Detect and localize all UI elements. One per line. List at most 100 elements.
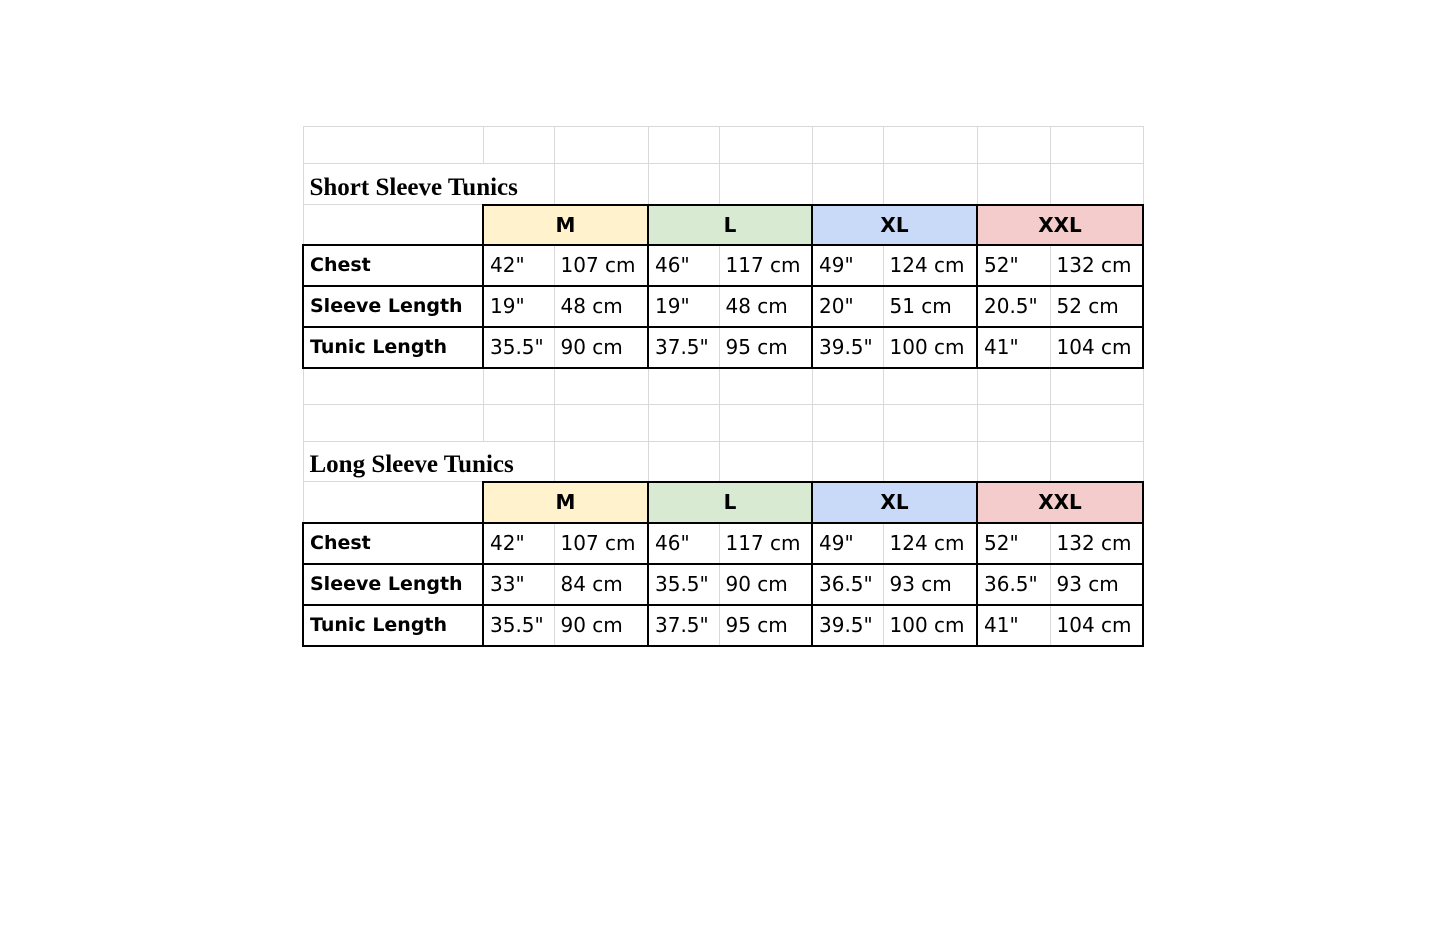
inch-value-cell[interactable]: 41" — [976, 325, 1051, 369]
empty-cell[interactable] — [882, 367, 978, 405]
cm-value-cell[interactable]: 93 cm — [1049, 562, 1144, 606]
empty-cell[interactable] — [811, 367, 884, 405]
inch-value-cell[interactable]: 37.5" — [647, 325, 720, 369]
inch-value-cell[interactable]: 19" — [647, 284, 720, 328]
cm-value-cell[interactable]: 48 cm — [553, 284, 649, 328]
empty-cell[interactable] — [647, 441, 720, 482]
empty-cell[interactable] — [302, 404, 484, 442]
inch-value-cell[interactable]: 37.5" — [647, 603, 720, 647]
cm-value-cell[interactable]: 117 cm — [718, 521, 813, 565]
inch-value-cell[interactable]: 35.5" — [482, 603, 555, 647]
empty-cell[interactable] — [718, 441, 813, 482]
size-header-xl[interactable]: XL — [811, 480, 978, 524]
cm-value-cell[interactable]: 90 cm — [553, 325, 649, 369]
empty-cell[interactable] — [976, 404, 1051, 442]
cm-value-cell[interactable]: 48 cm — [718, 284, 813, 328]
empty-cell[interactable] — [718, 163, 813, 205]
cm-value-cell[interactable]: 90 cm — [553, 603, 649, 647]
empty-cell[interactable] — [976, 441, 1051, 482]
empty-cell[interactable] — [811, 163, 884, 205]
cm-value-cell[interactable]: 51 cm — [882, 284, 978, 328]
cm-value-cell[interactable]: 124 cm — [882, 521, 978, 565]
cm-value-cell[interactable]: 117 cm — [718, 243, 813, 287]
measurement-label[interactable]: Sleeve Length — [302, 562, 484, 606]
empty-cell[interactable] — [976, 163, 1051, 205]
size-header-l[interactable]: L — [647, 480, 813, 524]
inch-value-cell[interactable]: 42" — [482, 521, 555, 565]
inch-value-cell[interactable]: 52" — [976, 521, 1051, 565]
inch-value-cell[interactable]: 20" — [811, 284, 884, 328]
inch-value-cell[interactable]: 35.5" — [482, 325, 555, 369]
empty-cell[interactable] — [718, 404, 813, 442]
empty-cell[interactable] — [882, 404, 978, 442]
cm-value-cell[interactable]: 104 cm — [1049, 603, 1144, 647]
empty-cell[interactable] — [302, 204, 484, 246]
empty-cell[interactable] — [647, 163, 720, 205]
empty-cell[interactable] — [647, 126, 720, 164]
cm-value-cell[interactable]: 132 cm — [1049, 521, 1144, 565]
empty-cell[interactable] — [811, 441, 884, 482]
cm-value-cell[interactable]: 95 cm — [718, 603, 813, 647]
inch-value-cell[interactable]: 19" — [482, 284, 555, 328]
empty-cell[interactable] — [1049, 367, 1144, 405]
size-header-xxl[interactable]: XXL — [976, 480, 1144, 524]
empty-cell[interactable] — [811, 404, 884, 442]
inch-value-cell[interactable]: 52" — [976, 243, 1051, 287]
inch-value-cell[interactable]: 46" — [647, 521, 720, 565]
empty-cell[interactable] — [811, 126, 884, 164]
cm-value-cell[interactable]: 100 cm — [882, 603, 978, 647]
cm-value-cell[interactable]: 93 cm — [882, 562, 978, 606]
inch-value-cell[interactable]: 36.5" — [811, 562, 884, 606]
measurement-label[interactable]: Chest — [302, 243, 484, 287]
cm-value-cell[interactable]: 104 cm — [1049, 325, 1144, 369]
inch-value-cell[interactable]: 49" — [811, 243, 884, 287]
cm-value-cell[interactable]: 132 cm — [1049, 243, 1144, 287]
section-title[interactable]: Short Sleeve Tunics — [302, 163, 555, 205]
inch-value-cell[interactable]: 41" — [976, 603, 1051, 647]
cm-value-cell[interactable]: 84 cm — [553, 562, 649, 606]
size-header-m[interactable]: M — [482, 480, 649, 524]
inch-value-cell[interactable]: 39.5" — [811, 325, 884, 369]
empty-cell[interactable] — [882, 126, 978, 164]
empty-cell[interactable] — [718, 367, 813, 405]
empty-cell[interactable] — [302, 126, 484, 164]
empty-cell[interactable] — [1049, 441, 1144, 482]
cm-value-cell[interactable]: 124 cm — [882, 243, 978, 287]
empty-cell[interactable] — [647, 367, 720, 405]
section-title[interactable]: Long Sleeve Tunics — [302, 441, 555, 482]
size-header-xxl[interactable]: XXL — [976, 203, 1144, 246]
measurement-label[interactable]: Tunic Length — [302, 325, 484, 369]
measurement-label[interactable]: Chest — [302, 521, 484, 565]
empty-cell[interactable] — [1049, 126, 1144, 164]
cm-value-cell[interactable]: 95 cm — [718, 325, 813, 369]
measurement-label[interactable]: Sleeve Length — [302, 284, 484, 328]
inch-value-cell[interactable]: 20.5" — [976, 284, 1051, 328]
inch-value-cell[interactable]: 33" — [482, 562, 555, 606]
cm-value-cell[interactable]: 52 cm — [1049, 284, 1144, 328]
cm-value-cell[interactable]: 107 cm — [553, 521, 649, 565]
inch-value-cell[interactable]: 42" — [482, 243, 555, 287]
inch-value-cell[interactable]: 39.5" — [811, 603, 884, 647]
inch-value-cell[interactable]: 36.5" — [976, 562, 1051, 606]
size-header-l[interactable]: L — [647, 203, 813, 246]
empty-cell[interactable] — [1049, 404, 1144, 442]
empty-cell[interactable] — [553, 126, 649, 164]
cm-value-cell[interactable]: 90 cm — [718, 562, 813, 606]
empty-cell[interactable] — [718, 126, 813, 164]
empty-cell[interactable] — [482, 404, 555, 442]
empty-cell[interactable] — [302, 481, 484, 524]
inch-value-cell[interactable]: 35.5" — [647, 562, 720, 606]
empty-cell[interactable] — [976, 126, 1051, 164]
empty-cell[interactable] — [302, 367, 484, 405]
empty-cell[interactable] — [553, 163, 649, 205]
size-header-m[interactable]: M — [482, 203, 649, 246]
empty-cell[interactable] — [482, 367, 555, 405]
size-header-xl[interactable]: XL — [811, 203, 978, 246]
empty-cell[interactable] — [1049, 163, 1144, 205]
cm-value-cell[interactable]: 107 cm — [553, 243, 649, 287]
measurement-label[interactable]: Tunic Length — [302, 603, 484, 647]
empty-cell[interactable] — [976, 367, 1051, 405]
empty-cell[interactable] — [553, 367, 649, 405]
empty-cell[interactable] — [647, 404, 720, 442]
empty-cell[interactable] — [553, 404, 649, 442]
